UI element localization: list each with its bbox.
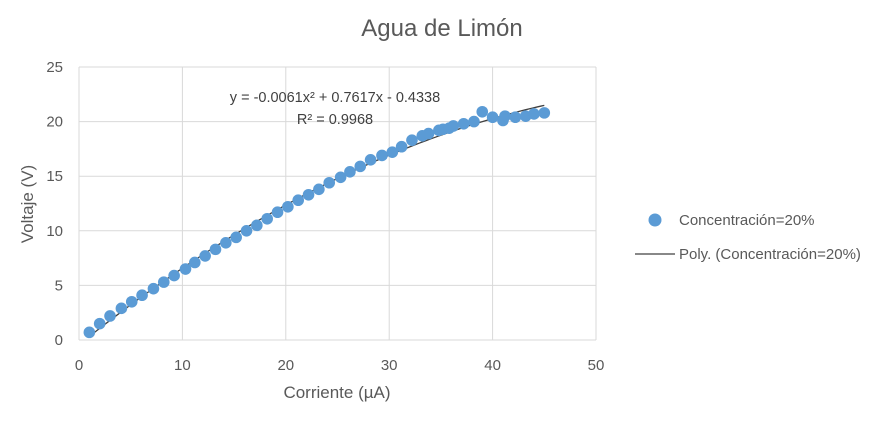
x-tick-labels: 0 10 20 30 40 50 — [75, 357, 605, 374]
data-point-4 — [125, 295, 138, 308]
data-point-3 — [115, 302, 128, 315]
chart-title: Agua de Limón — [361, 15, 522, 42]
legend-marker-scatter — [648, 213, 662, 227]
data-point-18 — [271, 206, 284, 219]
data-point-43 — [499, 110, 511, 122]
y-tick-labels: 0 5 10 15 20 25 — [46, 59, 63, 349]
data-point-22 — [313, 183, 325, 196]
data-point-27 — [364, 154, 377, 166]
data-point-0 — [83, 326, 96, 339]
data-point-21 — [302, 188, 315, 201]
y-tick-label: 5 — [55, 277, 63, 294]
x-tick-label: 40 — [484, 357, 501, 374]
x-tick-label: 20 — [277, 357, 294, 374]
x-tick-label: 10 — [174, 357, 191, 374]
data-point-17 — [261, 212, 273, 225]
trendline-equation: y = -0.0061x² + 0.7617x - 0.4338 — [230, 90, 440, 106]
legend-label-trendline: Poly. (Concentración=20%) — [679, 246, 861, 263]
data-point-46 — [528, 108, 540, 120]
data-point-16 — [251, 219, 263, 232]
data-point-37 — [447, 120, 460, 132]
data-point-7 — [157, 276, 170, 288]
x-tick-label: 30 — [381, 357, 398, 374]
data-point-2 — [104, 310, 116, 322]
data-point-29 — [386, 146, 399, 158]
y-tick-label: 15 — [46, 168, 63, 185]
data-point-8 — [168, 269, 180, 282]
data-point-39 — [468, 115, 480, 128]
data-point-19 — [282, 200, 294, 213]
data-point-23 — [323, 176, 336, 189]
x-tick-label: 0 — [75, 357, 83, 374]
polynomial-trendline — [88, 104, 545, 337]
y-tick-label: 10 — [46, 223, 63, 240]
data-point-44 — [509, 111, 522, 124]
data-point-1 — [93, 317, 106, 330]
y-tick-label: 20 — [46, 114, 63, 131]
data-point-33 — [422, 127, 435, 140]
x-tick-label: 50 — [588, 357, 605, 374]
y-axis-title: Voltaje (V) — [18, 165, 37, 243]
data-point-13 — [220, 237, 232, 249]
data-point-12 — [209, 243, 222, 256]
legend-label-series: Concentración=20% — [679, 212, 815, 229]
y-tick-label: 0 — [55, 332, 63, 349]
data-point-47 — [538, 107, 551, 119]
data-point-30 — [395, 140, 408, 153]
gridlines — [78, 66, 597, 341]
data-point-14 — [230, 231, 242, 244]
y-tick-label: 25 — [46, 59, 63, 76]
data-point-25 — [344, 166, 356, 178]
data-point-9 — [179, 263, 192, 275]
data-point-41 — [486, 111, 499, 124]
data-point-15 — [240, 225, 253, 237]
data-point-24 — [334, 171, 347, 184]
data-point-6 — [147, 282, 160, 295]
data-point-11 — [199, 250, 211, 262]
data-point-20 — [292, 194, 305, 207]
data-point-40 — [476, 105, 489, 118]
legend: Concentración=20% Poly. (Concentración=2… — [635, 212, 861, 263]
data-point-31 — [406, 134, 418, 146]
data-point-10 — [189, 256, 201, 269]
x-axis-title: Corriente (µA) — [283, 383, 390, 402]
data-points — [83, 105, 551, 339]
trendline-r-squared: R² = 0.9968 — [297, 112, 373, 128]
data-point-5 — [136, 289, 148, 302]
data-point-26 — [354, 160, 367, 173]
data-point-38 — [457, 117, 470, 130]
data-point-28 — [376, 149, 388, 162]
